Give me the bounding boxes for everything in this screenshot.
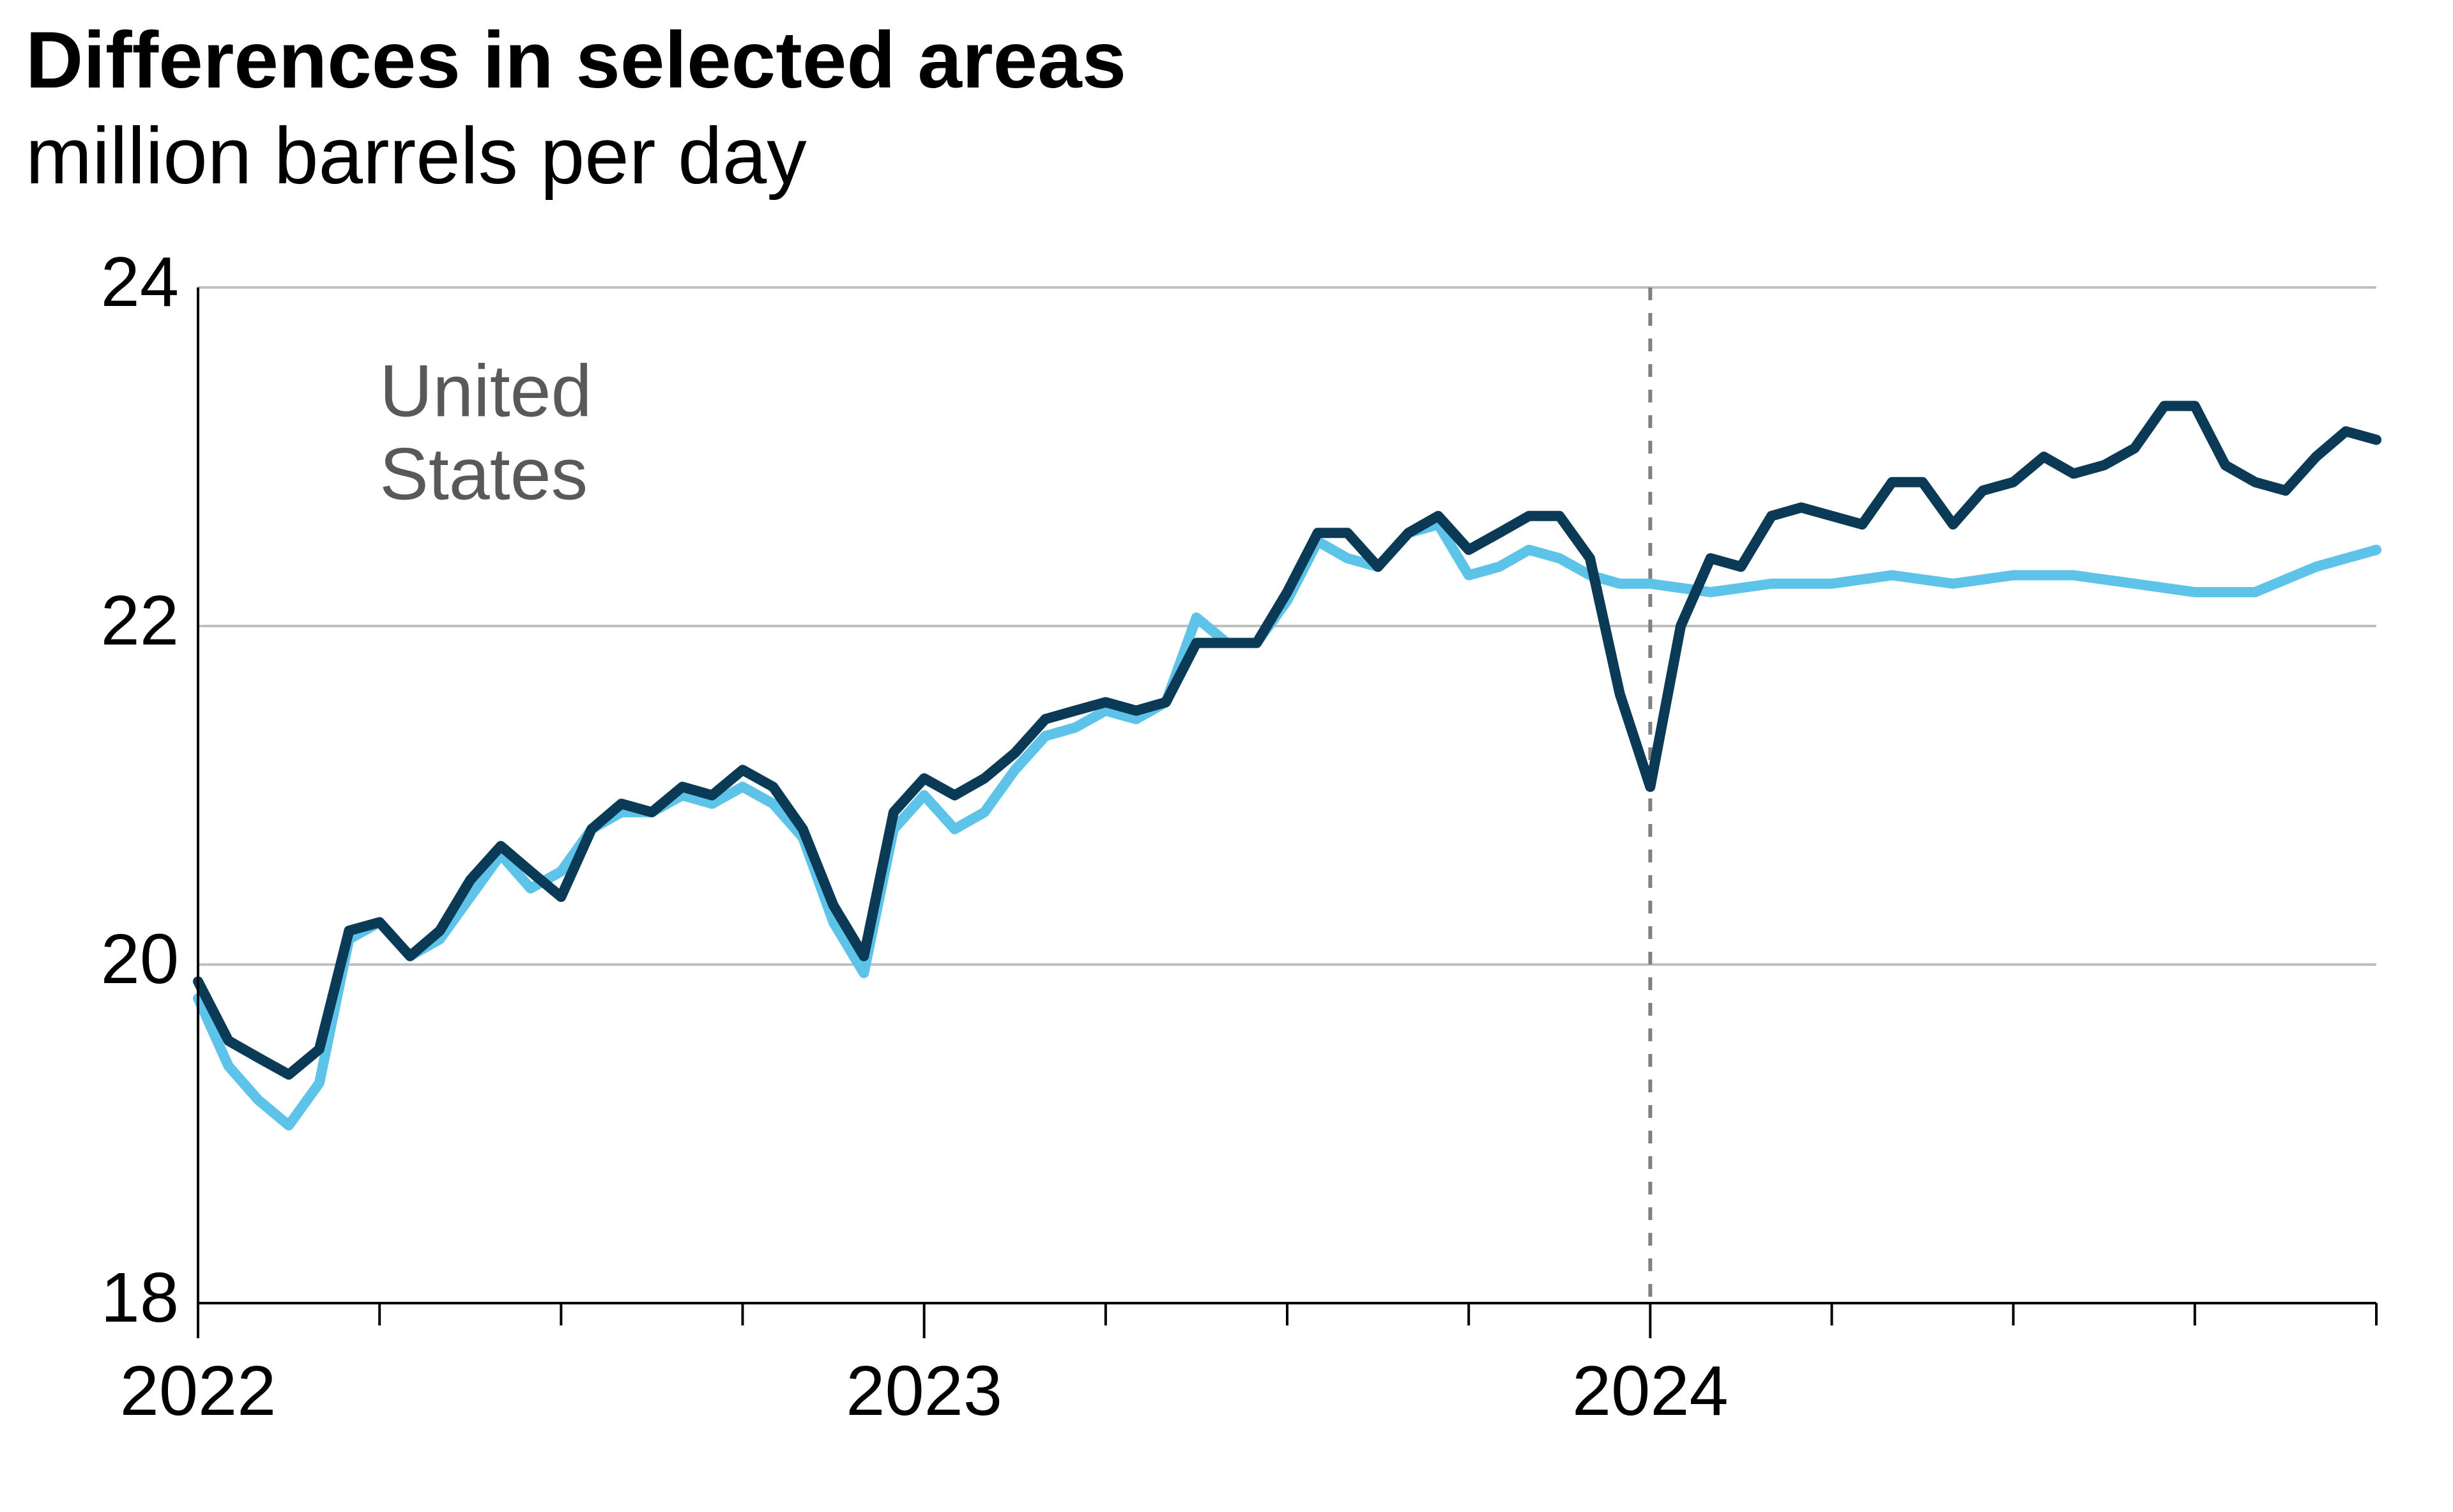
chart-subtitle: million barrels per day: [26, 109, 2427, 204]
svg-text:2024: 2024: [1572, 1352, 1729, 1430]
line-chart-svg: 18202224202220232024UnitedStates: [26, 230, 2389, 1476]
series-line: [198, 524, 2376, 1126]
chart-title: Differences in selected areas: [26, 13, 2427, 109]
svg-text:2022: 2022: [120, 1352, 277, 1430]
svg-text:20: 20: [101, 920, 179, 998]
svg-text:22: 22: [101, 581, 179, 660]
series-annotation: United: [379, 351, 592, 432]
svg-text:2023: 2023: [846, 1352, 1002, 1430]
svg-text:24: 24: [101, 243, 179, 321]
series-annotation: States: [379, 434, 588, 515]
chart-plot: 18202224202220232024UnitedStates: [26, 230, 2427, 1476]
svg-text:18: 18: [101, 1258, 179, 1337]
chart-container: Differences in selected areas million ba…: [0, 0, 2453, 1501]
